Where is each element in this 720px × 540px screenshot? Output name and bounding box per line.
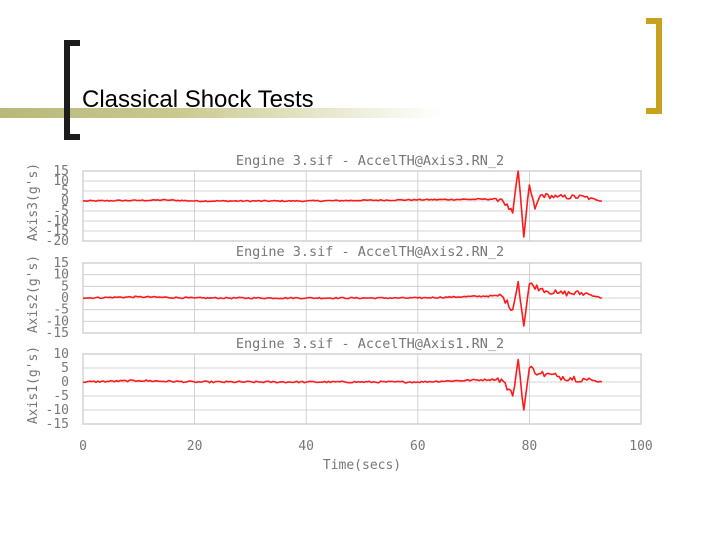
y-tick-label: 10 xyxy=(53,347,69,362)
slide-title: Classical Shock Tests xyxy=(82,86,314,113)
signal-line xyxy=(82,170,602,238)
y-tick-label: -5 xyxy=(53,204,69,219)
signal-line xyxy=(82,280,602,327)
y-tick-label: -10 xyxy=(46,403,69,418)
plot-frame xyxy=(82,353,642,425)
y-tick-label: 5 xyxy=(61,184,69,199)
y-tick-label: -10 xyxy=(46,214,69,229)
y-tick-label: 0 xyxy=(61,291,69,306)
x-tick-label: 0 xyxy=(79,439,87,454)
x-tick-label: 80 xyxy=(522,439,538,454)
y-tick-label: 15 xyxy=(53,256,69,271)
y-tick-label: -5 xyxy=(53,303,69,318)
x-tick-label: 100 xyxy=(629,439,652,454)
x-tick-label: 20 xyxy=(187,439,203,454)
y-tick-label: -20 xyxy=(46,234,69,249)
title-underline-band xyxy=(0,108,442,118)
y-tick-label: 0 xyxy=(61,375,69,390)
x-tick-label: 60 xyxy=(410,439,426,454)
y-tick-label: 5 xyxy=(61,361,69,376)
panel-title: Engine 3.sif - AccelTH@Axis2.RN_2 xyxy=(236,244,504,260)
right-bracket-decoration xyxy=(646,18,662,114)
y-tick-label: 15 xyxy=(53,164,69,179)
y-tick-label: 5 xyxy=(61,279,69,294)
left-bracket-decoration xyxy=(64,40,80,140)
y-axis-label: Axis1(g's) xyxy=(26,346,41,424)
plot-frame xyxy=(82,170,642,242)
panel-title: Engine 3.sif - AccelTH@Axis1.RN_2 xyxy=(236,336,504,352)
x-tick-label: 40 xyxy=(298,439,314,454)
y-tick-label: -15 xyxy=(46,326,69,341)
y-tick-label: 10 xyxy=(53,268,69,283)
signal-line xyxy=(82,358,603,411)
y-tick-label: -15 xyxy=(46,224,69,239)
y-tick-label: 0 xyxy=(61,194,69,209)
x-axis-label: Time(secs) xyxy=(323,458,401,473)
y-tick-label: -5 xyxy=(53,389,69,404)
y-tick-label: -15 xyxy=(46,417,69,432)
y-axis-label: Axis2(g's) xyxy=(26,255,41,333)
y-axis-label: Axis3(g's) xyxy=(26,163,41,241)
y-tick-label: -10 xyxy=(46,314,69,329)
panel-title: Engine 3.sif - AccelTH@Axis3.RN_2 xyxy=(236,153,504,169)
y-tick-label: 10 xyxy=(53,174,69,189)
